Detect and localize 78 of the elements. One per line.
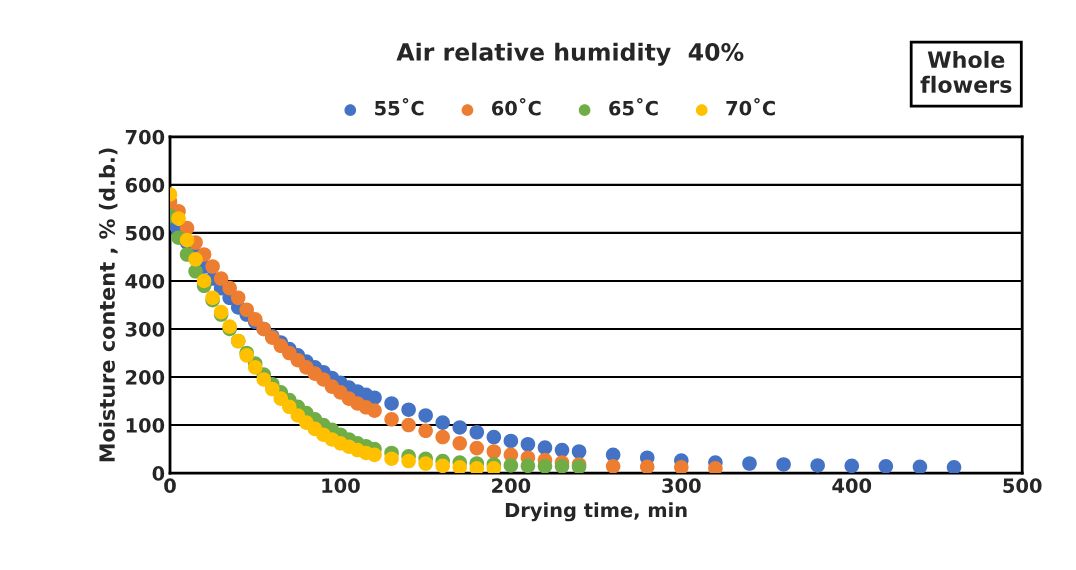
point <box>230 290 246 306</box>
point <box>742 456 757 471</box>
y-tick-label: 700 <box>125 129 165 145</box>
point <box>639 459 655 474</box>
point <box>537 440 553 455</box>
point <box>520 436 536 452</box>
point <box>878 459 894 474</box>
point <box>418 423 433 439</box>
point <box>401 402 416 417</box>
point <box>367 403 382 418</box>
point <box>384 412 399 427</box>
x-tick-label: 200 <box>492 478 531 494</box>
point <box>418 408 433 423</box>
y-tick-label: 400 <box>125 273 165 289</box>
point <box>571 444 587 459</box>
point <box>469 424 485 440</box>
x-tick-label: 100 <box>322 478 360 494</box>
point <box>188 252 203 267</box>
point <box>367 447 382 463</box>
point <box>469 440 485 456</box>
point <box>222 280 237 296</box>
y-tick-label: 600 <box>125 177 165 193</box>
point <box>503 458 519 473</box>
point <box>486 461 502 474</box>
y-tick-label: 200 <box>126 369 165 385</box>
point <box>912 459 928 474</box>
legend-label: 65˚C <box>609 97 658 116</box>
legend-label: 55˚C <box>375 97 424 116</box>
point <box>171 211 186 226</box>
point <box>264 381 280 397</box>
point <box>503 433 519 449</box>
point <box>776 457 791 472</box>
point <box>554 442 570 458</box>
point <box>844 458 860 474</box>
x-tick-label: 500 <box>1003 478 1042 494</box>
point <box>946 460 962 474</box>
point <box>196 273 212 289</box>
point <box>282 399 297 415</box>
text: Whole flowers <box>920 50 1012 93</box>
point <box>435 415 450 430</box>
point <box>205 259 220 274</box>
point <box>452 436 468 451</box>
chart-title: Air relative humidity 40% <box>396 42 744 66</box>
point <box>674 460 689 474</box>
point <box>435 429 450 445</box>
y-axis-title: Moisture content , % (d.b.) <box>98 148 118 462</box>
x-tick-label: 400 <box>832 478 872 494</box>
point <box>452 420 468 435</box>
point <box>384 451 399 466</box>
y-tick-label: 300 <box>125 321 165 337</box>
point <box>401 453 416 469</box>
point <box>213 271 229 286</box>
point <box>486 444 502 459</box>
y-tick-label: 0 <box>152 466 165 481</box>
point <box>708 461 723 474</box>
y-tick-label: 100 <box>126 418 165 433</box>
point <box>486 429 502 445</box>
point <box>469 461 485 474</box>
point <box>256 372 272 387</box>
legend-label: 70˚C <box>726 97 775 116</box>
y-tick-label: 500 <box>126 225 165 241</box>
x-tick-label: 300 <box>662 478 701 494</box>
point <box>384 396 399 411</box>
point <box>247 360 263 375</box>
legend-label: 60˚C <box>491 97 541 116</box>
point <box>239 302 254 318</box>
point <box>401 417 416 433</box>
point <box>537 459 553 474</box>
point <box>367 390 382 405</box>
point <box>554 459 570 474</box>
point <box>605 459 621 474</box>
x-axis-title: Drying time, min <box>505 502 687 522</box>
point <box>435 458 450 474</box>
point <box>520 458 536 474</box>
point <box>810 458 825 473</box>
point <box>452 460 468 474</box>
point <box>418 456 433 471</box>
x-tick-label: 0 <box>164 478 176 494</box>
